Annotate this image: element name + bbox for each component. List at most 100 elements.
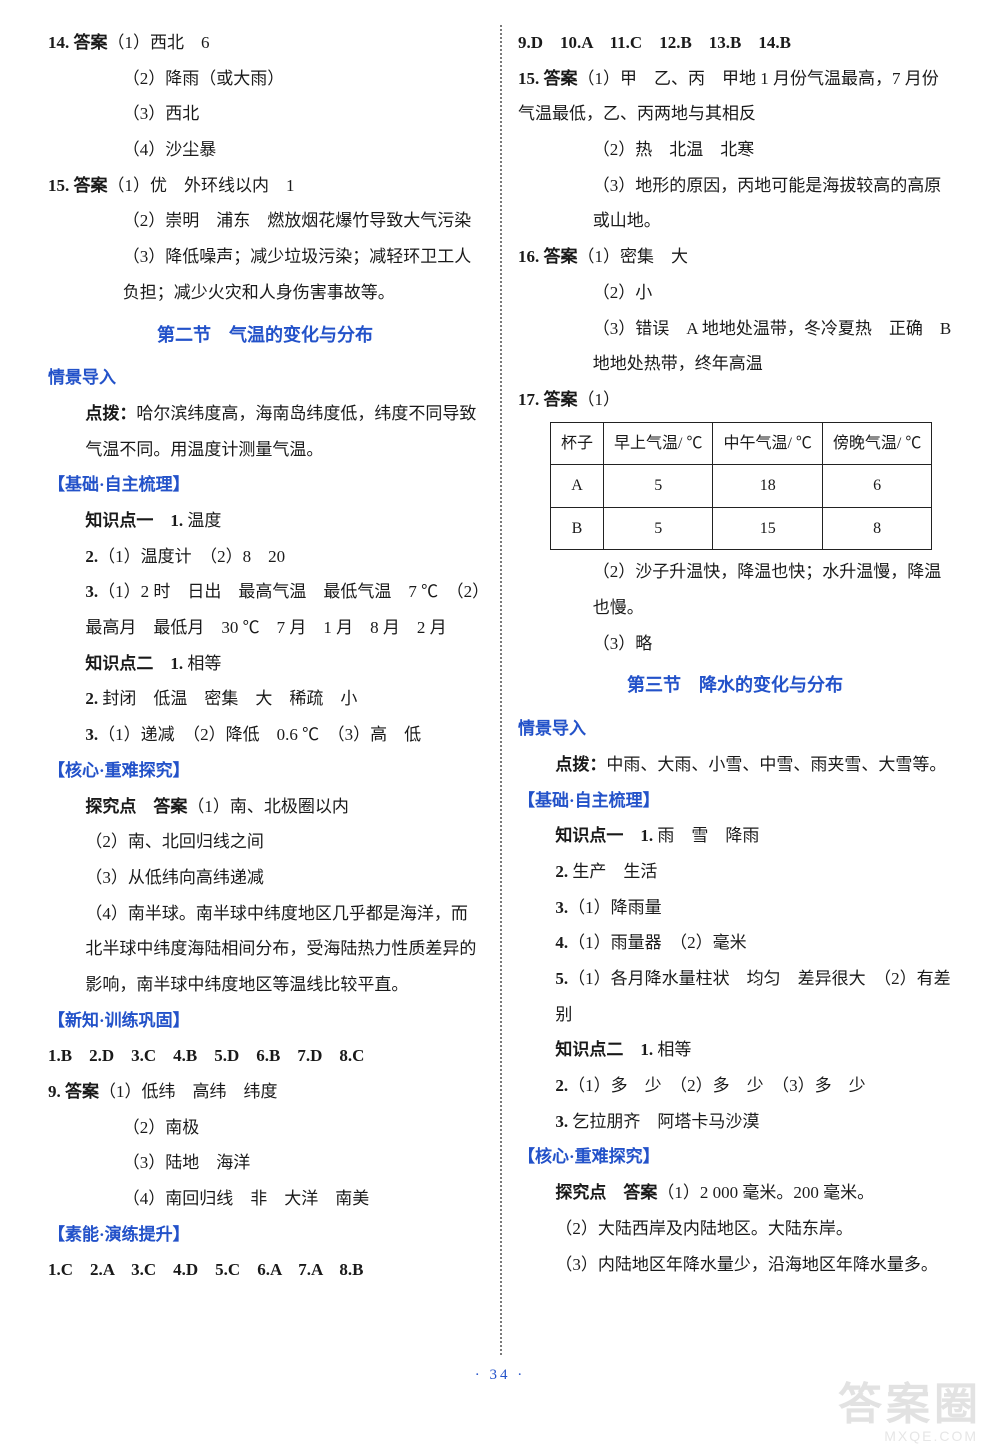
q15-3: （3）降低噪声；减少垃圾污染；减轻环卫工人负担；减少火灾和人身伤害事故等。 xyxy=(123,247,472,302)
kp2: 知识点二 1. 相等 xyxy=(48,646,482,682)
q15-1: （1）优 外环线以内 1 xyxy=(108,176,295,195)
watermark-sub: MXQE.COM xyxy=(884,1428,978,1444)
r-q15-1: （1）甲 乙、丙 甲地 1 月份气温最高，7 月份气温最低，乙、丙两地与其相反 xyxy=(518,69,939,124)
kp1-2: 2.（1）温度计 （2）8 20 xyxy=(48,539,482,575)
tjd-4: （4）南半球。南半球中纬度地区几乎都是海洋，而北半球中纬度海陆相间分布，受海陆热… xyxy=(48,896,482,1003)
q14-3: （3）西北 xyxy=(48,96,482,132)
r-kp1-3t: （1）降雨量 xyxy=(568,898,662,917)
q14-1: （1）西北 6 xyxy=(108,33,210,52)
r-scene-intro-head: 情景导入 xyxy=(518,711,952,747)
r-kp2-2: 2.（1）多 少 （2）多 少 （3）多 少 xyxy=(518,1068,952,1104)
r-q15-head: 15. 答案 xyxy=(518,69,578,88)
r-q16-1: （1）密集 大 xyxy=(578,247,689,266)
kp1-3t: （1）2 时 日出 最高气温 最低气温 7 ℃ （2）最高月 最低月 30 ℃ … xyxy=(85,582,480,637)
table-row: B 5 15 8 xyxy=(551,507,932,550)
q9-2: （2）南极 xyxy=(48,1110,482,1146)
right-column: 9.D 10.A 11.C 12.B 13.B 14.B 15. 答案（1）甲 … xyxy=(500,25,952,1355)
r-dianbo-text: 中雨、大雨、小雪、中雪、雨夹雪、大雪等。 xyxy=(606,755,946,774)
q15: 15. 答案（1）优 外环线以内 1 xyxy=(48,168,482,204)
page-number: · 34 · xyxy=(48,1367,952,1384)
r-q16-2: （2）小 xyxy=(518,275,952,311)
r-kp2-3t: 乞拉朋齐 阿塔卡马沙漠 xyxy=(568,1112,759,1131)
tjd-2: （2）南、北回归线之间 xyxy=(48,824,482,860)
q9: 9. 答案（1）低纬 高纬 纬度 xyxy=(48,1074,482,1110)
xl-row1: 1.B 2.D 3.C 4.B 5.D 6.B 7.D 8.C xyxy=(48,1038,482,1074)
r-kp1-3: 3.（1）降雨量 xyxy=(518,890,952,926)
dianbo1-head: 点拨： xyxy=(85,404,136,423)
th-noon: 中午气温/ ℃ xyxy=(713,422,822,465)
kp1-3: 3.（1）2 时 日出 最高气温 最低气温 7 ℃ （2）最高月 最低月 30 … xyxy=(48,574,482,645)
r-hxzn-head: 【核心·重难探究】 xyxy=(518,1139,952,1175)
section3-title: 第三节 降水的变化与分布 xyxy=(518,667,952,705)
sylt-row-text: 1.C 2.A 3.C 4.D 5.C 6.A 7.A 8.B xyxy=(48,1260,363,1279)
sylt-row: 1.C 2.A 3.C 4.D 5.C 6.A 7.A 8.B xyxy=(48,1252,482,1288)
r-row1: 9.D 10.A 11.C 12.B 13.B 14.B xyxy=(518,25,952,61)
kp2-3: 3.（1）递减 （2）降低 0.6 ℃ （3）高 低 xyxy=(48,717,482,753)
dianbo1: 点拨：哈尔滨纬度高，海南岛纬度低，纬度不同导致气温不同。用温度计测量气温。 xyxy=(48,396,482,467)
kp2-3t: （1）递减 （2）降低 0.6 ℃ （3）高 低 xyxy=(98,725,421,744)
r-kp1-2: 2. 生产 生活 xyxy=(518,854,952,890)
kp2-2a: 2. xyxy=(85,689,98,708)
r-row1-text: 9.D 10.A 11.C 12.B 13.B 14.B xyxy=(518,33,791,52)
page-body: 14. 答案（1）西北 6 （2）降雨（或大雨） （3）西北 （4）沙尘暴 15… xyxy=(48,25,952,1355)
r-kp2-2a: 2. xyxy=(555,1076,568,1095)
r-tjd-1: （1）2 000 毫米。200 毫米。 xyxy=(657,1183,874,1202)
q15-2: （2）崇明 浦东 燃放烟花爆竹导致大气污染 xyxy=(48,203,482,239)
r-q16: 16. 答案（1）密集 大 xyxy=(518,239,952,275)
kp2-3a: 3. xyxy=(85,725,98,744)
r-q17-3: （3）略 xyxy=(518,626,952,662)
r-kp1-4: 4.（1）雨量器 （2）毫米 xyxy=(518,925,952,961)
r-q15-2: （2）热 北温 北寒 xyxy=(518,132,952,168)
r-kp1-2a: 2. xyxy=(555,862,568,881)
tjd-3: （3）从低纬向高纬递减 xyxy=(48,860,482,896)
r-kp1-5a: 5. xyxy=(555,969,568,988)
section2-title: 第二节 气温的变化与分布 xyxy=(48,317,482,355)
r-kp1: 知识点一 1. 雨 雪 降雨 xyxy=(518,818,952,854)
r-q17-head: 17. 答案 xyxy=(518,390,578,409)
r-kp1-3a: 3. xyxy=(555,898,568,917)
r-tjd-3: （3）内陆地区年降水量少，沿海地区年降水量多。 xyxy=(518,1247,952,1283)
q14: 14. 答案（1）西北 6 xyxy=(48,25,482,61)
q9-3: （3）陆地 海洋 xyxy=(48,1145,482,1181)
r-q15-3: （3）地形的原因，丙地可能是海拔较高的高原或山地。 xyxy=(518,168,952,239)
kp2-2t: 封闭 低温 密集 大 稀疏 小 xyxy=(98,689,357,708)
kp1-1: 温度 xyxy=(183,511,221,530)
r-kp1-2t: 生产 生活 xyxy=(568,862,657,881)
kp1-3a: 3. xyxy=(85,582,98,601)
td-b2: 15 xyxy=(713,507,822,550)
tjd-1: （1）南、北极圈以内 xyxy=(187,797,349,816)
q14-2: （2）降雨（或大雨） xyxy=(48,61,482,97)
r-kp2-head: 知识点二 1. xyxy=(555,1040,653,1059)
q9-head: 9. 答案 xyxy=(48,1082,99,1101)
r-kp1-4a: 4. xyxy=(555,933,568,952)
td-a3: 6 xyxy=(822,465,931,508)
r-tjd-head: 探究点 答案 xyxy=(555,1183,657,1202)
r-kp2: 知识点二 1. 相等 xyxy=(518,1032,952,1068)
r-kp1-5: 5.（1）各月降水量柱状 均匀 差异很大 （2）有差别 xyxy=(518,961,952,1032)
r-dianbo: 点拨：中雨、大雨、小雪、中雪、雨夹雪、大雪等。 xyxy=(518,747,952,783)
r-kp1-5t: （1）各月降水量柱状 均匀 差异很大 （2）有差别 xyxy=(555,969,950,1024)
r-dianbo-head: 点拨： xyxy=(555,755,606,774)
hxzn-head: 【核心·重难探究】 xyxy=(48,753,482,789)
q15-3-a: （3）降低噪声；减少垃圾污染；减轻环卫工人负担；减少火灾和人身伤害事故等。 xyxy=(48,239,482,310)
td-b1: 5 xyxy=(604,507,713,550)
r-q17-2: （2）沙子升温快，降温也快；水升温慢，降温也慢。 xyxy=(518,554,952,625)
r-kp1-4t: （1）雨量器 （2）毫米 xyxy=(568,933,747,952)
r-kp2-3: 3. 乞拉朋齐 阿塔卡马沙漠 xyxy=(518,1104,952,1140)
q14-head: 14. 答案 xyxy=(48,33,108,52)
r-kp2-1: 相等 xyxy=(653,1040,691,1059)
q14-4: （4）沙尘暴 xyxy=(48,132,482,168)
r-q17-1: （1） xyxy=(578,390,621,409)
r-q15: 15. 答案（1）甲 乙、丙 甲地 1 月份气温最高，7 月份气温最低，乙、丙两… xyxy=(518,61,952,132)
td-b3: 8 xyxy=(822,507,931,550)
kp2-1: 相等 xyxy=(183,654,221,673)
th-evening: 傍晚气温/ ℃ xyxy=(822,422,931,465)
table-row: A 5 18 6 xyxy=(551,465,932,508)
th-cup: 杯子 xyxy=(551,422,604,465)
kp1-2a: 2. xyxy=(85,547,98,566)
kp1-head: 知识点一 1. xyxy=(85,511,183,530)
q15-head: 15. 答案 xyxy=(48,176,108,195)
r-q17: 17. 答案（1） xyxy=(518,382,952,418)
r-kp2-3a: 3. xyxy=(555,1112,568,1131)
r-tjd: 探究点 答案（1）2 000 毫米。200 毫米。 xyxy=(518,1175,952,1211)
